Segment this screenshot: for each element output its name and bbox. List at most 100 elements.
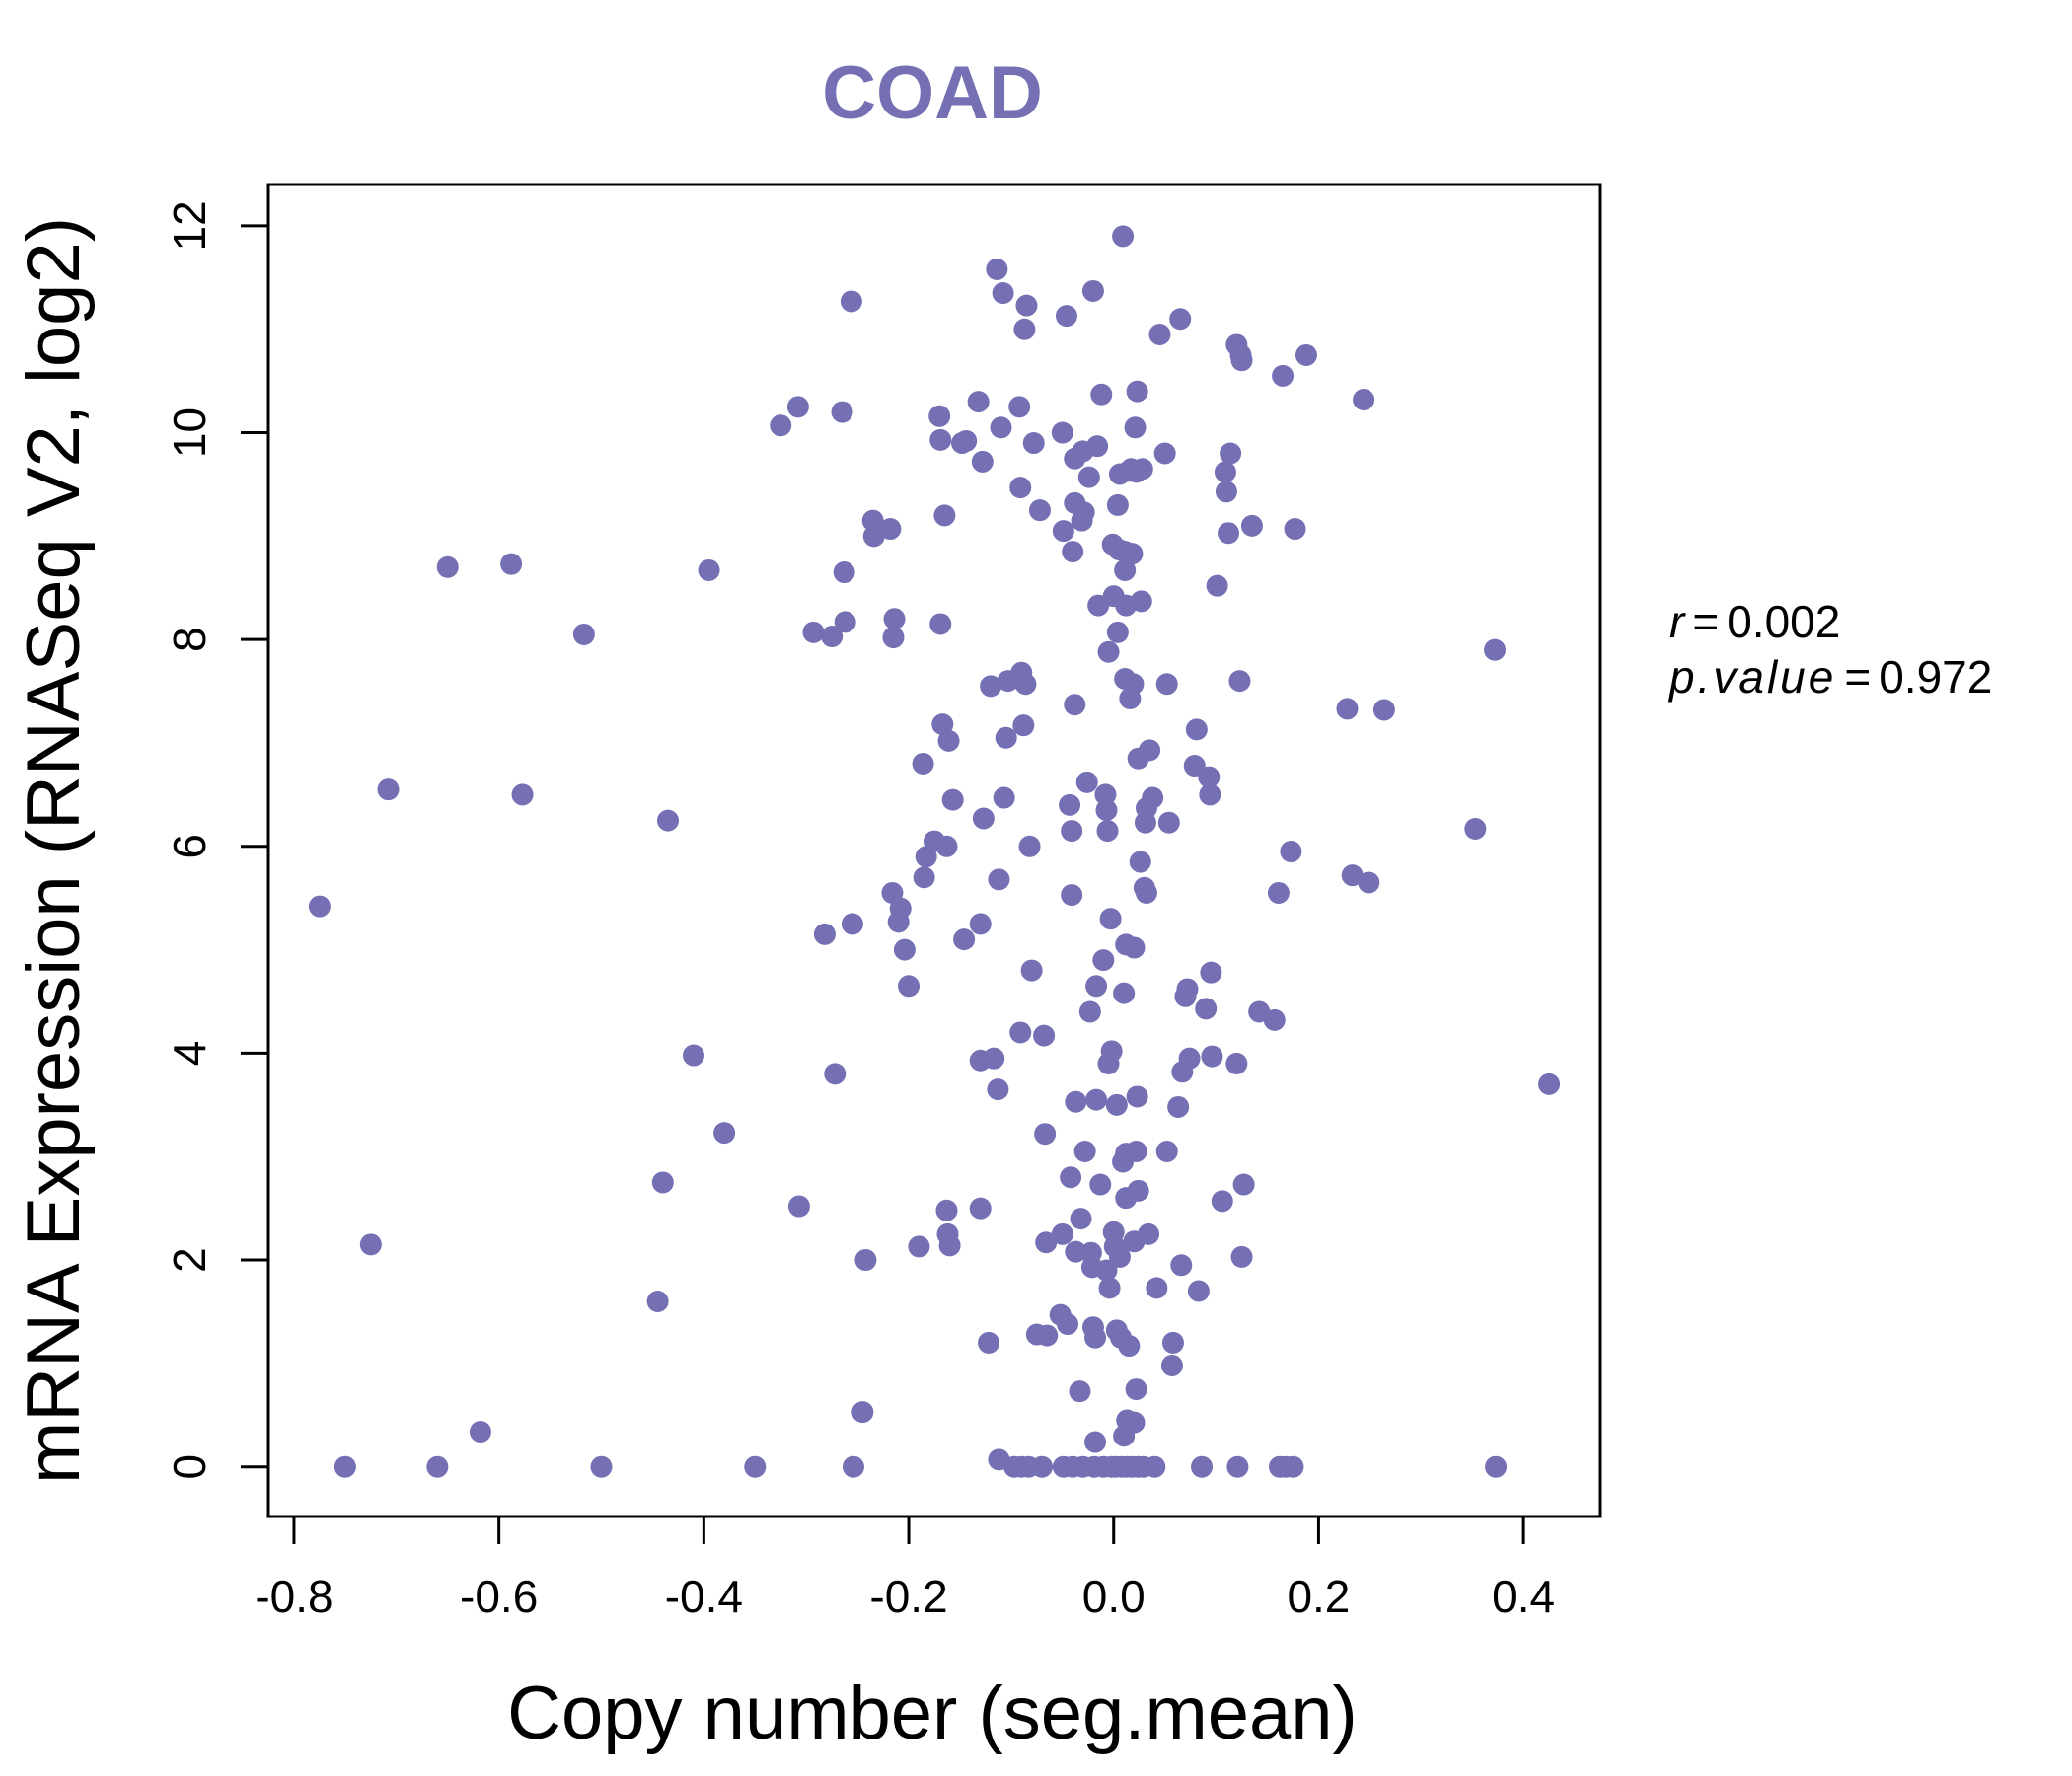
data-point	[1061, 820, 1083, 843]
data-point	[1485, 1455, 1508, 1478]
data-point	[1153, 442, 1176, 465]
data-point	[1086, 435, 1109, 458]
data-point	[1199, 783, 1221, 806]
x-axis-title: Copy number (seg.mean)	[507, 1671, 1358, 1755]
data-point	[1126, 380, 1148, 403]
y-tick-label: 6	[164, 834, 215, 859]
x-tick-label: 0.4	[1492, 1571, 1555, 1622]
data-point	[682, 1044, 704, 1067]
data-point	[1228, 670, 1251, 693]
data-point	[1061, 884, 1083, 907]
data-point	[1012, 714, 1035, 737]
data-point	[851, 1401, 874, 1424]
data-point	[929, 428, 952, 451]
y-tick-label: 10	[164, 407, 215, 458]
data-point	[1230, 1245, 1253, 1268]
data-point	[912, 752, 934, 775]
data-point	[436, 555, 459, 578]
data-point	[1198, 766, 1221, 788]
data-point	[983, 1047, 1005, 1070]
data-point	[988, 868, 1010, 891]
data-point	[1169, 308, 1192, 331]
data-point	[1122, 673, 1145, 696]
data-point	[953, 928, 976, 951]
data-point	[993, 786, 1015, 809]
data-point	[1178, 1047, 1201, 1070]
data-point	[935, 835, 958, 857]
data-point	[986, 258, 1008, 280]
data-point	[898, 975, 921, 998]
data-point	[1009, 1021, 1032, 1044]
data-point	[333, 1455, 356, 1478]
data-point	[1073, 1141, 1096, 1163]
data-point	[1114, 558, 1137, 581]
data-point	[1358, 871, 1380, 894]
data-point	[500, 553, 523, 575]
data-point	[1078, 1000, 1101, 1023]
data-point	[1220, 442, 1242, 465]
data-point	[1336, 698, 1359, 720]
r-label: r	[1669, 596, 1686, 647]
data-point	[937, 729, 960, 752]
data-point	[1123, 936, 1146, 959]
data-point	[1282, 1455, 1304, 1478]
data-point	[1126, 1085, 1148, 1108]
data-point	[1191, 1455, 1214, 1478]
data-point	[1065, 1090, 1087, 1113]
p-value: 0.972	[1879, 651, 1992, 703]
data-point	[1226, 1455, 1249, 1478]
data-point	[1020, 959, 1043, 982]
data-point	[893, 938, 916, 961]
data-point	[1112, 225, 1135, 248]
data-point	[1157, 811, 1180, 834]
data-point	[1230, 349, 1253, 372]
data-point	[992, 282, 1014, 305]
data-point	[821, 626, 844, 648]
data-point	[1036, 1324, 1059, 1347]
y-tick-label: 4	[164, 1041, 215, 1067]
data-point	[1090, 383, 1113, 406]
data-point	[931, 713, 954, 736]
data-point	[938, 1234, 961, 1257]
r-stat: r = 0.002	[1669, 596, 1840, 647]
data-point	[1008, 396, 1031, 418]
data-point	[1130, 590, 1152, 613]
data-point	[1081, 279, 1104, 302]
data-point	[770, 414, 792, 437]
data-point	[359, 1233, 382, 1256]
data-point	[1538, 1073, 1561, 1095]
data-point	[1372, 699, 1395, 721]
data-point	[1125, 1378, 1147, 1401]
y-tick-label: 8	[164, 627, 215, 652]
data-point	[572, 623, 595, 645]
y-axis-title: mRNA Expression (RNASeq V2, log2)	[12, 217, 96, 1484]
data-point	[1051, 421, 1073, 444]
data-point	[990, 416, 1012, 439]
data-point	[1170, 1254, 1193, 1277]
data-point	[1085, 1088, 1108, 1111]
data-point	[933, 504, 956, 527]
y-tick-label: 2	[164, 1247, 215, 1273]
p-label: p.value	[1667, 651, 1836, 703]
data-point	[590, 1455, 613, 1478]
data-point	[980, 675, 1002, 698]
data-point	[971, 450, 994, 473]
data-point	[1121, 543, 1144, 565]
data-point	[1295, 343, 1317, 366]
data-point	[879, 518, 902, 541]
data-point	[1034, 1123, 1057, 1146]
data-point	[1035, 1231, 1058, 1254]
data-point	[1060, 1166, 1082, 1189]
data-point	[1085, 975, 1108, 998]
data-point	[1195, 998, 1218, 1020]
data-point	[713, 1122, 736, 1145]
data-point	[834, 611, 856, 633]
data-point	[1099, 908, 1122, 930]
data-point	[1263, 1008, 1286, 1031]
data-point	[1065, 1240, 1087, 1263]
x-tick-label: -0.6	[460, 1571, 538, 1622]
data-point	[1097, 640, 1120, 663]
data-point	[1033, 1024, 1056, 1047]
data-point	[854, 1249, 877, 1272]
data-point	[883, 608, 906, 630]
